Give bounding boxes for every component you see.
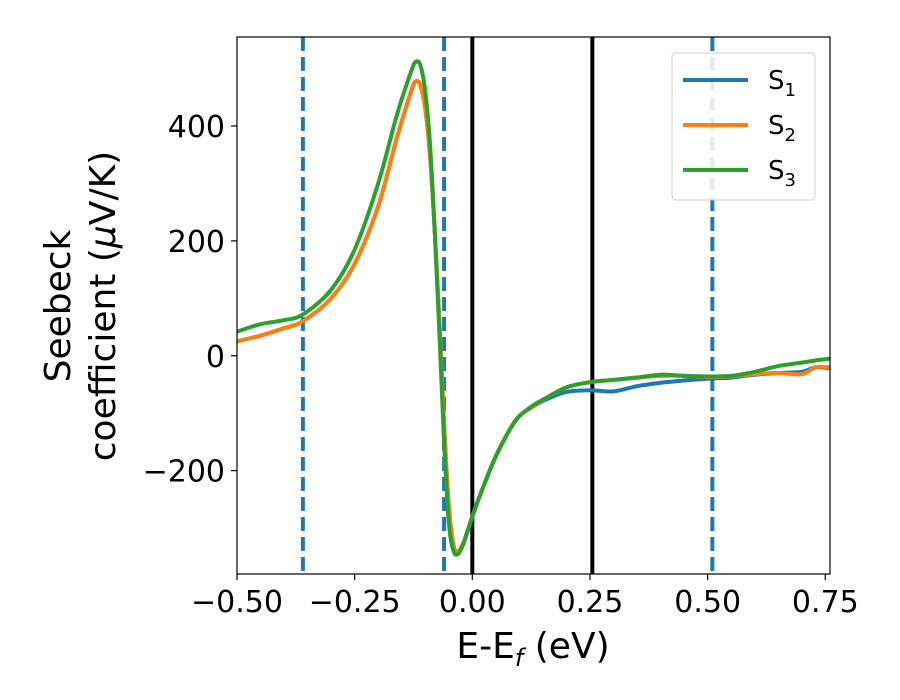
x-tick-label: −0.50 — [191, 585, 283, 620]
legend: S1 S2 S3 — [671, 52, 816, 201]
y-axis-label-line2: coefficient (μV/K) — [83, 151, 124, 461]
legend-label-S1: S1 — [768, 66, 796, 101]
y-axis-label-line1: Seebeck — [38, 229, 79, 382]
y-axis-label: Seebeck coefficient (μV/K) — [38, 151, 124, 461]
x-tick-label: 0.25 — [557, 585, 624, 620]
legend-label-S3: S3 — [768, 156, 796, 191]
x-axis-label: E-Ef (eV) — [456, 626, 609, 672]
y-tick-label: 0 — [206, 340, 225, 375]
reference-lines — [300, 37, 715, 574]
x-tick-label: −0.25 — [309, 585, 401, 620]
x-tick-label: 0.75 — [792, 585, 859, 620]
y-tick-label: 400 — [168, 110, 225, 145]
legend-label-S2: S2 — [768, 111, 796, 146]
series-lines — [237, 59, 830, 557]
x-tick-label: 0.50 — [674, 585, 741, 620]
x-tick-label: 0.00 — [439, 585, 506, 620]
y-tick-label: 200 — [168, 225, 225, 260]
plot-frame — [236, 36, 831, 575]
x-axis-ticks: −0.50 −0.25 0.00 0.25 0.50 0.75 — [191, 574, 859, 620]
series-line-S3 — [237, 59, 830, 557]
y-axis-ticks: −200 0 200 400 — [143, 110, 237, 490]
y-tick-label: −200 — [143, 455, 225, 490]
